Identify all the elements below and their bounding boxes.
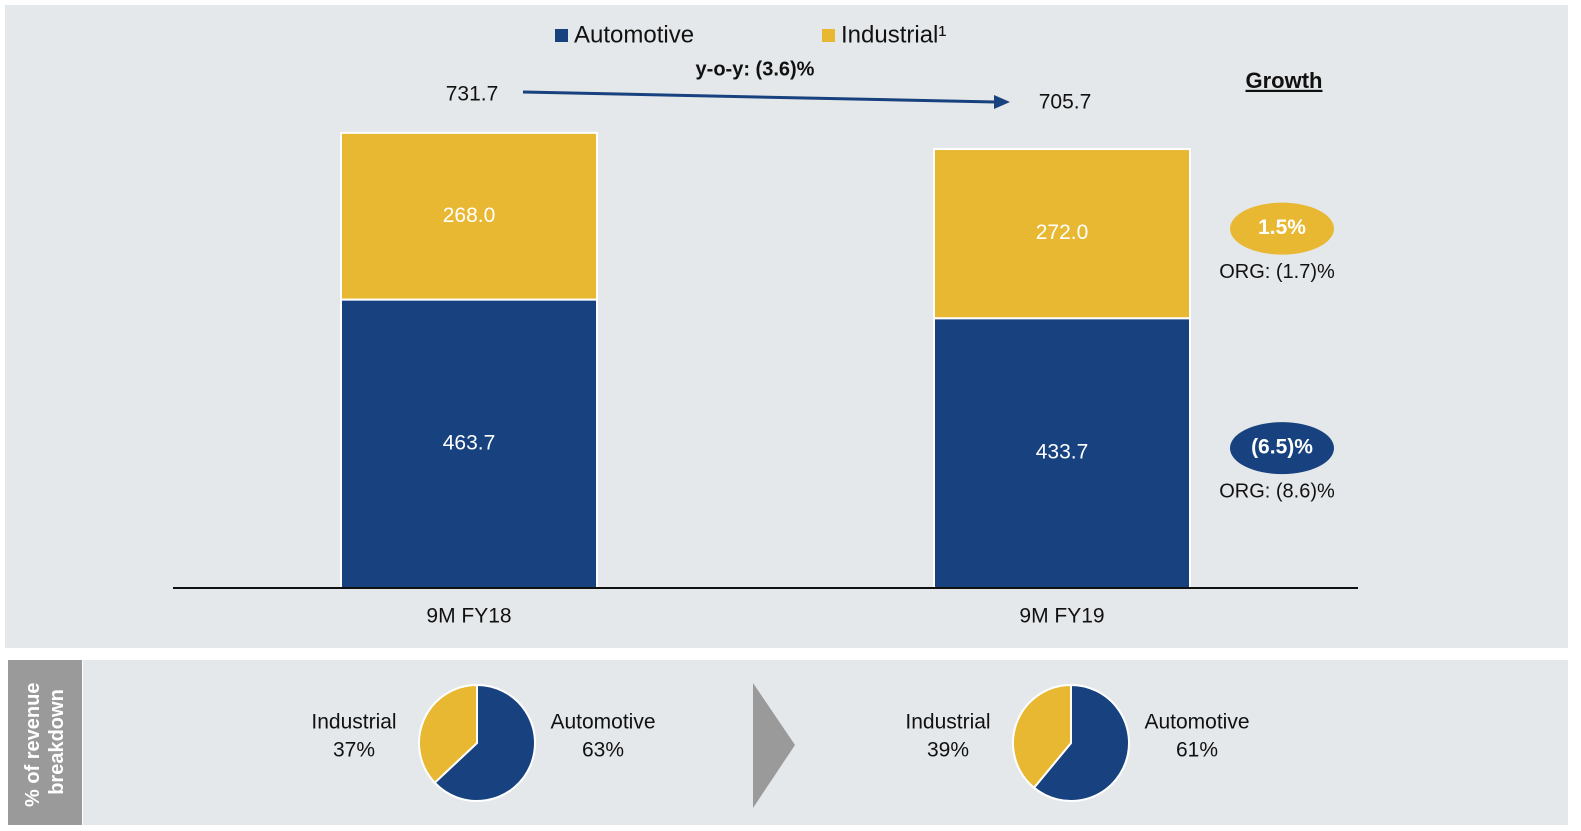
side-box [8, 660, 82, 825]
bar-segment [933, 317, 1191, 589]
pie-slice [418, 683, 478, 785]
pie-slice [433, 683, 536, 802]
change-arrow [522, 90, 996, 104]
change-arrowhead [994, 95, 1010, 109]
pie-category: Automotive [1144, 711, 1249, 734]
x-tick-label: 9M FY19 [1019, 605, 1104, 628]
growth-label: (6.5)% [1251, 436, 1313, 459]
legend-label: Industrial¹ [841, 21, 946, 48]
data-label: 268.0 [443, 204, 496, 227]
change-label: y-o-y: (3.6)% [696, 58, 815, 80]
growth-label: 1.5% [1258, 216, 1306, 239]
side-label-line: breakdown [46, 689, 68, 795]
growth-bubble [1230, 422, 1334, 475]
pie-value: 61% [1176, 739, 1218, 762]
total-label: 705.7 [1039, 91, 1092, 114]
data-label: 463.7 [443, 431, 496, 454]
side-label-line: % of revenue [22, 683, 44, 807]
pie-category: Industrial [311, 711, 396, 734]
data-label: 433.7 [1036, 441, 1089, 464]
growth-title: Growth [1246, 68, 1323, 93]
side-label: % of revenue breakdown [22, 677, 68, 807]
total-label: 731.7 [446, 83, 499, 106]
x-tick-label: 9M FY18 [426, 605, 511, 628]
bar-segment [933, 148, 1191, 320]
bar-segment [340, 131, 598, 301]
bottom-panel [83, 660, 1568, 825]
transition-arrow [753, 683, 795, 808]
legend-label: Automotive [574, 21, 694, 48]
pie-slice [1032, 683, 1130, 802]
organic-label: ORG: (8.6)% [1219, 480, 1335, 502]
top-panel [5, 5, 1568, 648]
legend-swatch [555, 29, 568, 42]
legend-swatch [822, 29, 835, 42]
organic-label: ORG: (1.7)% [1219, 261, 1335, 283]
growth-bubble [1230, 202, 1334, 255]
pie-category: Automotive [550, 711, 655, 734]
pie-slice [1012, 683, 1072, 790]
pie-value: 37% [333, 739, 375, 762]
pie-category: Industrial [905, 711, 990, 734]
data-label: 272.0 [1036, 221, 1089, 244]
pie-value: 63% [582, 739, 624, 762]
pie-value: 39% [927, 739, 969, 762]
